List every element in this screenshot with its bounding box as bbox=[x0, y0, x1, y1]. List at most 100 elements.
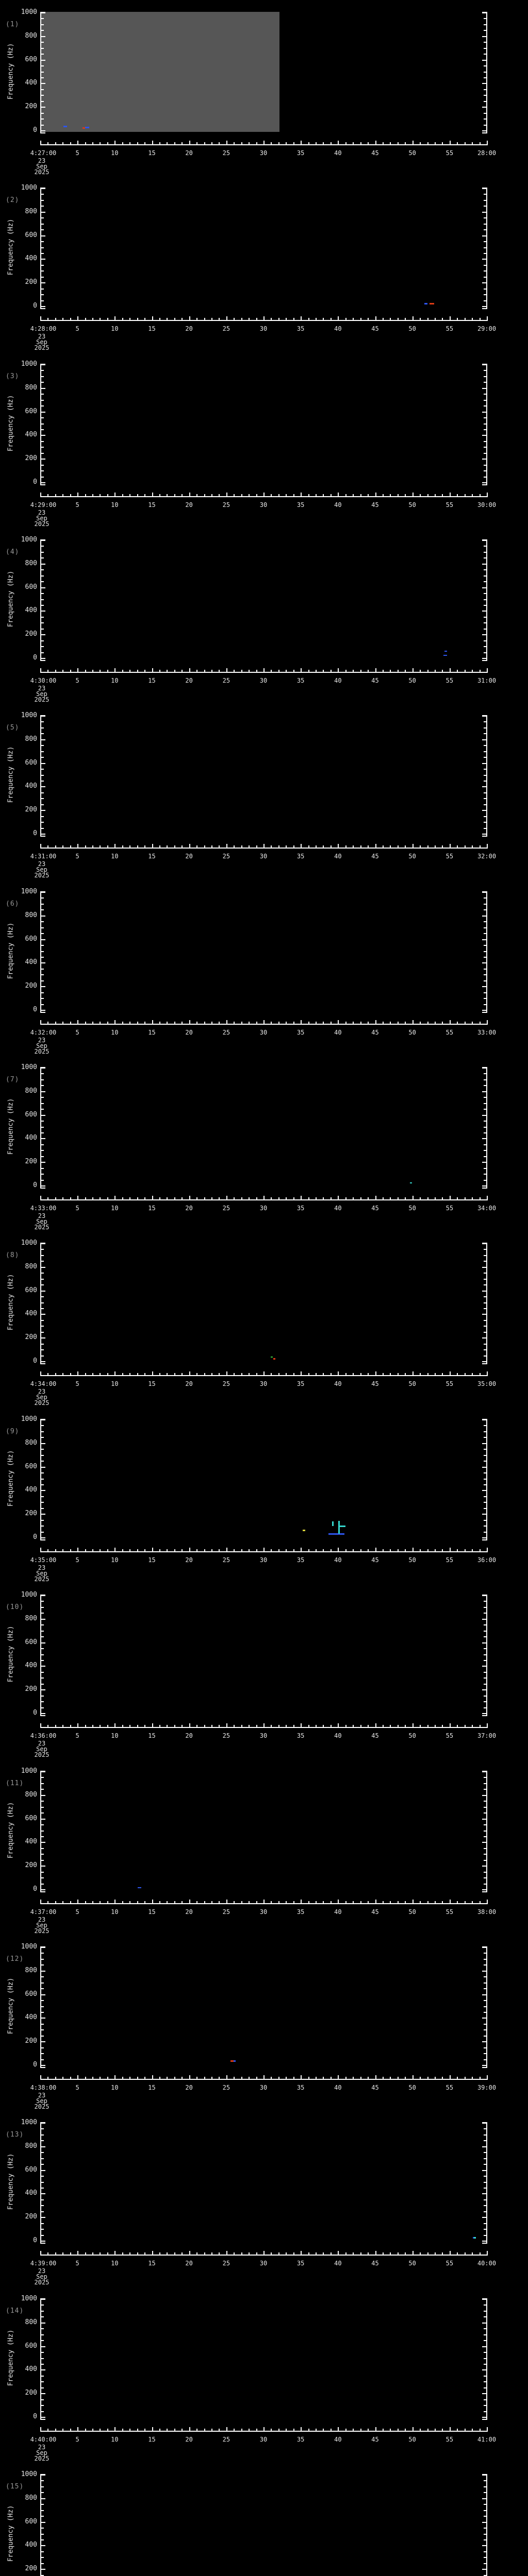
y-minor-tick bbox=[484, 294, 486, 295]
y-axis-end-cap bbox=[482, 2419, 486, 2420]
y-minor-tick bbox=[41, 1777, 44, 1778]
y-minor-tick bbox=[41, 1103, 44, 1104]
y-axis-left bbox=[40, 1946, 41, 2068]
x-tick-label: 10 bbox=[111, 1380, 119, 1387]
y-minor-tick bbox=[484, 569, 486, 570]
x-minor-tick bbox=[182, 845, 183, 848]
y-axis-end-cap bbox=[41, 1771, 45, 1772]
y-minor-tick bbox=[484, 909, 486, 910]
y-minor-tick bbox=[484, 2235, 486, 2236]
y-minor-tick bbox=[484, 2164, 486, 2165]
x-minor-tick bbox=[308, 142, 309, 144]
y-minor-tick bbox=[41, 1180, 44, 1181]
y-major-tick bbox=[41, 1162, 45, 1163]
x-tick-label: 45 bbox=[371, 853, 379, 860]
x-minor-tick bbox=[107, 1197, 108, 1199]
y-minor-tick bbox=[484, 927, 486, 928]
y-minor-tick bbox=[41, 470, 44, 471]
x-major-tick bbox=[487, 2075, 488, 2079]
x-minor-tick bbox=[308, 1022, 309, 1024]
y-major-tick bbox=[482, 962, 486, 963]
x-minor-tick bbox=[55, 494, 56, 496]
y-minor-tick bbox=[41, 277, 44, 278]
y-tick-label: 600 bbox=[25, 231, 37, 239]
x-major-tick bbox=[189, 141, 190, 144]
x-minor-tick bbox=[316, 845, 317, 848]
x-minor-tick bbox=[278, 1197, 279, 1199]
y-minor-tick bbox=[41, 2510, 44, 2511]
x-major-tick bbox=[450, 493, 451, 496]
x-minor-tick bbox=[316, 1373, 317, 1375]
x-minor-tick bbox=[241, 142, 242, 144]
x-major-tick bbox=[301, 668, 302, 672]
y-minor-tick bbox=[41, 974, 44, 975]
y-minor-tick bbox=[41, 2358, 44, 2359]
x-minor-tick bbox=[308, 2077, 309, 2079]
date-day-label: 23 bbox=[38, 1388, 46, 1395]
detection-mark bbox=[303, 1530, 305, 1532]
x-major-tick bbox=[40, 1723, 41, 1727]
x-end-time-label: 31:00 bbox=[477, 677, 497, 684]
y-minor-tick bbox=[484, 24, 486, 25]
x-minor-tick bbox=[286, 1901, 287, 1903]
y-axis-end-cap bbox=[41, 715, 45, 716]
x-minor-tick bbox=[405, 1901, 406, 1903]
y-major-tick bbox=[41, 83, 45, 84]
x-minor-tick bbox=[159, 1197, 160, 1199]
y-minor-tick bbox=[484, 2024, 486, 2025]
x-minor-tick bbox=[442, 1725, 443, 1727]
x-major-tick bbox=[487, 141, 488, 144]
y-tick-label: 800 bbox=[25, 560, 37, 567]
x-end-time-label: 29:00 bbox=[477, 325, 497, 332]
y-minor-tick bbox=[484, 1479, 486, 1480]
y-minor-tick bbox=[41, 1807, 44, 1808]
y-minor-tick bbox=[484, 969, 486, 970]
x-minor-tick bbox=[204, 1197, 205, 1199]
time-axis bbox=[40, 2255, 488, 2256]
x-minor-tick bbox=[167, 2077, 168, 2079]
y-minor-tick bbox=[41, 2211, 44, 2212]
y-minor-tick bbox=[41, 1532, 44, 1533]
y-minor-tick bbox=[484, 2182, 486, 2183]
y-minor-tick bbox=[484, 980, 486, 981]
spectrogram-panel: (4) Frequency (Hz) 1000 800 600 400 200 … bbox=[0, 528, 528, 704]
y-minor-tick bbox=[41, 2000, 44, 2001]
x-major-tick bbox=[226, 1196, 227, 1199]
x-tick-label: 35 bbox=[296, 677, 305, 684]
x-minor-tick bbox=[234, 142, 235, 144]
y-minor-tick bbox=[41, 1496, 44, 1497]
x-major-tick bbox=[375, 1196, 376, 1199]
x-minor-tick bbox=[345, 1373, 346, 1375]
x-minor-tick bbox=[92, 1197, 93, 1199]
x-minor-tick bbox=[420, 494, 421, 496]
y-minor-tick bbox=[41, 2534, 44, 2535]
x-minor-tick bbox=[457, 845, 458, 848]
date-day-label: 23 bbox=[38, 2267, 46, 2275]
x-minor-tick bbox=[360, 2429, 361, 2431]
x-major-tick bbox=[487, 1020, 488, 1024]
x-minor-tick bbox=[383, 318, 384, 320]
y-major-tick bbox=[482, 1337, 486, 1338]
y-minor-tick bbox=[484, 265, 486, 266]
x-tick-label: 30 bbox=[259, 2260, 268, 2267]
y-major-tick bbox=[482, 1419, 486, 1420]
x-minor-tick bbox=[204, 142, 205, 144]
y-tick-label: 1000 bbox=[21, 2295, 37, 2302]
x-minor-tick bbox=[211, 142, 212, 144]
y-minor-tick bbox=[484, 2411, 486, 2412]
x-minor-tick bbox=[398, 2077, 399, 2079]
x-minor-tick bbox=[174, 1549, 175, 1551]
spectrogram-panel: (10) Frequency (Hz) 1000 800 600 400 200… bbox=[0, 1583, 528, 1759]
x-tick-label: 5 bbox=[75, 1908, 79, 1916]
y-minor-tick bbox=[41, 1132, 44, 1133]
y-minor-tick bbox=[484, 1508, 486, 1509]
spectrogram-plot-area bbox=[40, 2474, 487, 2576]
x-tick-label: 25 bbox=[222, 1556, 230, 1564]
x-minor-tick bbox=[390, 142, 391, 144]
x-major-tick bbox=[189, 493, 190, 496]
x-minor-tick bbox=[167, 845, 168, 848]
y-major-tick bbox=[482, 107, 486, 108]
x-tick-label: 45 bbox=[371, 325, 379, 332]
y-major-tick bbox=[482, 1091, 486, 1092]
date-month-label: Sep bbox=[36, 1570, 47, 1577]
